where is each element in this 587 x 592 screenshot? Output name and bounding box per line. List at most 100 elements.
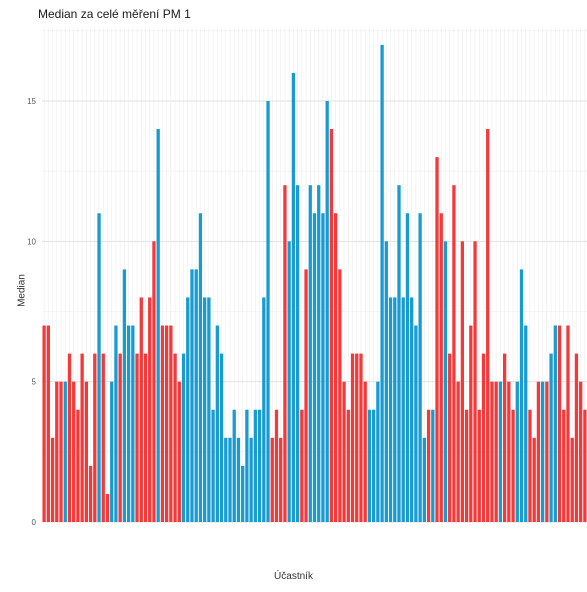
bar: [473, 241, 477, 522]
bar: [371, 409, 376, 522]
bar: [511, 409, 515, 522]
bar: [84, 381, 89, 522]
bar: [312, 213, 317, 522]
bar: [486, 129, 490, 522]
bar: [384, 241, 388, 522]
bar: [388, 297, 393, 522]
y-tick-label: 15: [27, 97, 36, 106]
bar: [186, 297, 190, 522]
bar: [553, 325, 557, 522]
bar: [211, 409, 215, 522]
bar: [376, 381, 380, 522]
bar: [418, 213, 422, 522]
bar: [566, 325, 570, 522]
bar: [452, 185, 456, 522]
bar: [156, 129, 160, 522]
bar: [126, 325, 131, 522]
bar: [274, 409, 279, 522]
bar: [270, 437, 274, 522]
bar: [397, 185, 401, 522]
bar: [232, 409, 236, 522]
bar: [363, 381, 367, 522]
bar: [148, 297, 152, 522]
bar: [105, 493, 110, 522]
bar: [173, 353, 177, 522]
bar: [283, 185, 287, 522]
bar: [88, 465, 93, 522]
bar: [545, 381, 549, 522]
bar: [507, 381, 511, 522]
bar: [76, 409, 80, 522]
bar: [469, 325, 473, 522]
bar: [393, 297, 397, 522]
bar: [481, 353, 486, 522]
bar: [519, 269, 524, 522]
bar: [97, 213, 101, 522]
bar: [304, 269, 308, 522]
y-tick-label: 0: [32, 518, 37, 527]
bar: [498, 381, 503, 522]
bar: [410, 297, 414, 522]
bar: [401, 297, 405, 522]
bar: [224, 437, 228, 522]
bar: [359, 353, 363, 522]
bar: [570, 437, 574, 522]
bar: [536, 381, 541, 522]
bar: [139, 297, 143, 522]
bar: [380, 44, 384, 522]
bar: [574, 353, 579, 522]
bar: [515, 381, 519, 522]
bar: [46, 325, 50, 522]
bar: [245, 409, 249, 522]
bar: [549, 353, 553, 522]
bar: [143, 353, 148, 522]
bar: [72, 381, 76, 522]
bar: [101, 353, 105, 522]
bar: [67, 353, 72, 522]
bar: [194, 269, 198, 522]
bar: [490, 381, 494, 522]
bar: [456, 381, 460, 522]
bar: [257, 409, 262, 522]
bar: [448, 353, 452, 522]
bar: [114, 325, 118, 522]
bar: [308, 185, 312, 522]
bar: [80, 353, 84, 522]
bar: [236, 437, 241, 522]
bar: [431, 409, 435, 522]
bar: [422, 437, 426, 522]
bar: [321, 213, 325, 522]
bar: [464, 409, 469, 522]
bar: [287, 241, 291, 522]
bar: [532, 437, 536, 522]
bar: [59, 381, 63, 522]
bar: [241, 465, 245, 522]
chart-title: Median za celé měření PM 1: [38, 7, 191, 21]
bar: [477, 409, 481, 522]
y-tick-label: 10: [27, 237, 36, 246]
bar: [93, 353, 97, 522]
bar: [198, 213, 203, 522]
x-axis-label: Účastník: [274, 571, 313, 582]
bar: [253, 409, 258, 522]
bar: [279, 437, 283, 522]
bar: [152, 241, 156, 522]
bar: [118, 353, 122, 522]
bar: [160, 325, 165, 522]
bar: [215, 325, 219, 522]
bar: [367, 409, 372, 522]
bar: [583, 409, 587, 522]
bar: [333, 213, 338, 522]
bar: [502, 353, 507, 522]
bar: [207, 297, 211, 522]
bar: [579, 381, 583, 522]
bar: [342, 381, 346, 522]
bar: [426, 409, 431, 522]
bar: [219, 353, 224, 522]
bar: [295, 185, 300, 522]
bar: [110, 381, 114, 522]
bar: [435, 157, 439, 522]
bar: [528, 409, 532, 522]
bar: [405, 213, 410, 522]
bar: [169, 325, 173, 522]
